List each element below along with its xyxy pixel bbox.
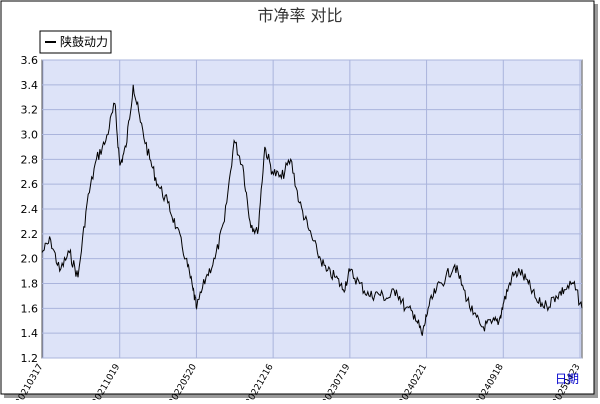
y-tick-label: 2.2: [21, 228, 39, 241]
y-tick-label: 2.6: [21, 178, 39, 191]
y-tick-label: 3.0: [21, 129, 39, 142]
legend-entry: 陕鼓动力: [60, 34, 108, 49]
grid-lines: [42, 59, 582, 359]
y-tick-label: 1.6: [21, 302, 39, 315]
y-tick-label: 2.8: [21, 153, 39, 166]
y-tick-label: 1.2: [21, 352, 39, 365]
y-tick-label: 3.4: [21, 79, 39, 92]
y-tick-label: 1.8: [21, 278, 39, 291]
y-tick-label: 2.0: [21, 253, 39, 266]
legend: 陕鼓动力: [39, 30, 112, 54]
y-tick-label: 3.2: [21, 104, 39, 117]
chart-title: 市净率 对比: [257, 6, 342, 25]
x-axis-label: 日期: [555, 372, 579, 386]
y-axis-ticks: 1.2 1.4 1.6 1.8 2.0 2.2 2.4 2.6 2.8 3.0 3.2 3.4 3.6: [21, 54, 39, 365]
y-tick-label: 3.6: [21, 54, 39, 67]
legend-box: [39, 30, 112, 54]
y-tick-label: 1.4: [21, 327, 39, 340]
y-tick-label: 2.4: [21, 203, 39, 216]
series-line-shaangu: [41, 84, 583, 336]
